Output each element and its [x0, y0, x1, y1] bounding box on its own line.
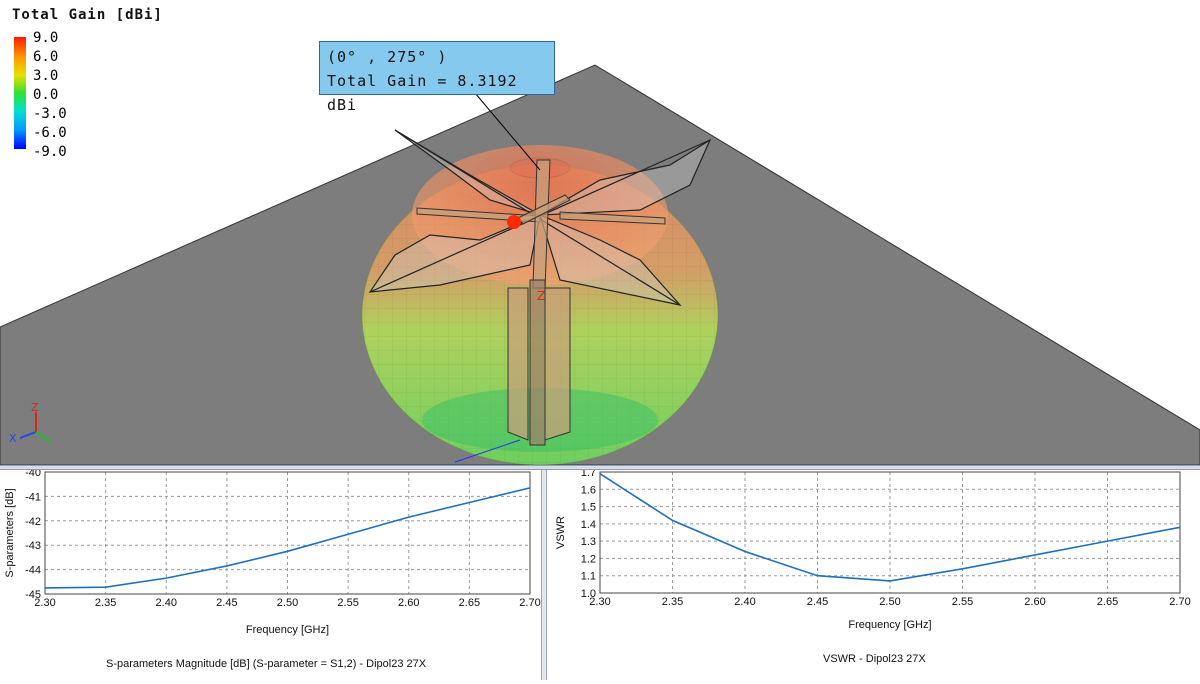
y-axis-label: S-parameters [dB] [4, 488, 16, 577]
colorbar-tick: -9.0 [33, 144, 67, 160]
x-tick-label: 2.45 [216, 597, 237, 609]
triad-x-label: X [9, 432, 17, 445]
y-tick-label: 1.7 [581, 470, 596, 479]
vswr-caption: VSWR - Dipol23 27X [823, 653, 926, 665]
colorbar-tick: -3.0 [33, 106, 67, 122]
x-tick-label: 2.40 [156, 597, 177, 609]
3d-viewport[interactable]: Z Z X Y Total Gain [dBi] 9.0 6.0 3.0 0.0… [0, 0, 1200, 465]
y-tick-label: 1.4 [581, 519, 596, 531]
y-tick-label: -40 [25, 470, 41, 479]
tooltip-gain: Total Gain = 8.3192 dBi [327, 72, 518, 114]
vswr-panel[interactable]: 2.30 2.35 2.40 2.45 2.50 2.55 2.60 2.65 2.70 1.7 1… [547, 467, 1200, 680]
triad-y-label: Y [45, 436, 53, 449]
y-tick-label: -44 [25, 565, 41, 577]
x-tick-label: 2.60 [1024, 596, 1045, 608]
x-tick-label: 2.65 [459, 597, 480, 609]
axis-triad: Z X Y [9, 401, 53, 449]
vswr-chart[interactable]: 2.30 2.35 2.40 2.45 2.50 2.55 2.60 2.65 2.70 1.7 1… [547, 467, 1200, 680]
colorbar-tick: -6.0 [33, 125, 67, 141]
model-z-axis-label: Z [537, 289, 545, 303]
s-parameters-panel[interactable]: 2.30 2.35 2.40 2.45 2.50 2.55 2.60 2.65 2.70 -40 -… [0, 467, 541, 680]
x-tick-label: 2.35 [662, 596, 683, 608]
triad-z-label: Z [31, 401, 39, 414]
y-axis-label: VSWR [555, 516, 567, 549]
series-line [44, 487, 531, 589]
s-parameters-caption: S-parameters Magnitude [dB] (S-parameter… [106, 658, 427, 670]
radiation-pattern-scene[interactable]: Z Z X Y [0, 0, 1200, 465]
x-axis-label: Frequency [GHz] [848, 619, 931, 631]
x-tick-label: 2.70 [519, 597, 540, 609]
gain-colorbar [14, 37, 26, 149]
x-tick-label: 2.35 [95, 597, 116, 609]
gain-probe-tooltip: (0° , 275° ) Total Gain = 8.3192 dBi [319, 41, 555, 114]
y-tick-label: 1.5 [581, 502, 596, 514]
feed-marker [507, 215, 521, 229]
x-tick-label: 2.50 [879, 596, 900, 608]
x-axis-label: Frequency [GHz] [246, 624, 329, 636]
x-tick-label: 2.45 [807, 596, 828, 608]
x-tick-label: 2.30 [589, 596, 610, 608]
y-tick-label: 1.2 [581, 553, 596, 565]
x-tick-label: 2.70 [1169, 596, 1190, 608]
colorbar-tick: 6.0 [33, 49, 59, 65]
y-tick-label: 1.1 [581, 571, 596, 583]
plot-frame [44, 471, 531, 595]
dipole-element [416, 159, 666, 446]
x-tick-label: 2.30 [34, 597, 55, 609]
colorbar-tick: 3.0 [33, 68, 59, 84]
x-tick-label: 2.40 [734, 596, 755, 608]
horizontal-splitter[interactable] [0, 465, 1200, 470]
y-tick-label: 1.6 [581, 484, 596, 496]
series-line [599, 473, 1181, 582]
x-tick-label: 2.50 [277, 597, 298, 609]
y-tick-label: -43 [25, 540, 41, 552]
x-tick-label: 2.55 [337, 597, 358, 609]
s-parameters-chart[interactable]: 2.30 2.35 2.40 2.45 2.50 2.55 2.60 2.65 2.70 -40 -… [0, 467, 541, 680]
colorbar-tick: 0.0 [33, 87, 59, 103]
y-tick-label: -41 [25, 491, 41, 503]
x-tick-label: 2.55 [952, 596, 973, 608]
vertical-splitter[interactable] [541, 470, 547, 680]
tooltip-angle: (0° , 275° ) [327, 48, 448, 66]
plot-frame [599, 471, 1181, 594]
y-tick-label: 1.3 [581, 536, 596, 548]
colorbar-tick: 9.0 [33, 30, 59, 46]
y-tick-label: 1.0 [581, 588, 596, 600]
x-tick-label: 2.60 [398, 597, 419, 609]
y-tick-label: -42 [25, 516, 41, 528]
x-tick-label: 2.65 [1097, 596, 1118, 608]
colorbar-title: Total Gain [dBi] [12, 7, 163, 23]
y-tick-label: -45 [25, 589, 41, 601]
